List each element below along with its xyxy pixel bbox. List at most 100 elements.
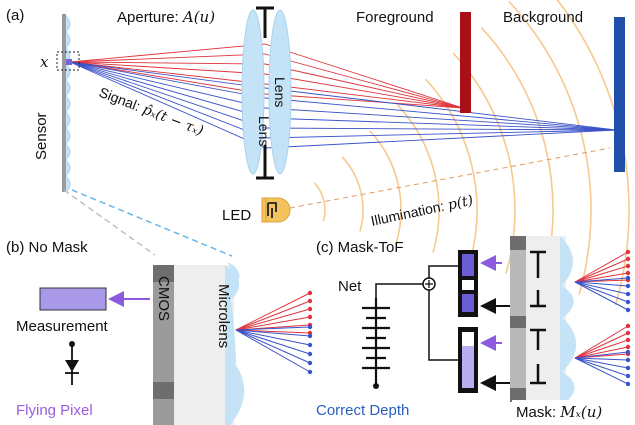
- panel-c-blue-dot: [625, 299, 631, 305]
- blue-ray-to-background: [264, 127, 617, 131]
- panel-c-red-dot: [625, 330, 631, 336]
- panel-c-blue-dot: [625, 381, 631, 387]
- illumination-label: Illumination: p(t): [369, 192, 474, 230]
- mask-tof-sensor-stack: [510, 236, 577, 402]
- microlens-label: Microlens: [215, 284, 232, 348]
- panel-c-blue-ray: [574, 357, 629, 369]
- net-label: Net: [338, 278, 362, 295]
- panel-a-label: (a): [6, 7, 24, 24]
- panel-b-blue-dot: [307, 342, 313, 348]
- panel-b-blue-ray: [235, 326, 311, 331]
- aperture-label: Aperture: A(u): [117, 8, 215, 26]
- measurement-label: Measurement: [16, 318, 109, 335]
- panel-c-blue-ray: [574, 277, 629, 283]
- panel-b-label: (b) No Mask: [6, 239, 88, 256]
- aperture-label-text: Aperture:: [117, 9, 183, 26]
- red-ray-to-foreground: [264, 53, 464, 109]
- red-ray-to-foreground: [264, 63, 464, 109]
- illumination-wave: [341, 156, 364, 232]
- illumination-label-text: Illumination:: [369, 197, 449, 229]
- signal-label: Signal: p̂ₓ(t − τₓ): [97, 84, 206, 139]
- panel-c-red-dot: [625, 337, 631, 343]
- sum-wires: [375, 265, 458, 361]
- aperture-stop: [256, 6, 274, 180]
- blue-ray-to-lens: [69, 61, 266, 129]
- sensor-lenslet: [65, 15, 71, 33]
- panel-b-red-ray: [235, 308, 311, 331]
- foreground-object: [460, 12, 471, 113]
- blue-ray-to-lens: [69, 61, 266, 109]
- sensor-lenslet: [65, 95, 71, 113]
- sum-node: [422, 277, 436, 291]
- illumination-wave: [397, 104, 440, 253]
- foreground-label: Foreground: [356, 9, 434, 26]
- panel-b-blue-ray: [235, 329, 311, 373]
- panel-c-red-dot: [625, 256, 631, 262]
- lens-left-label: Lens: [256, 116, 272, 146]
- red-ray-to-lens: [69, 53, 266, 63]
- aperture-label-math: A(u): [181, 8, 215, 26]
- panel-c-red-dot: [625, 249, 631, 255]
- mask-label-math: Mₓ(u): [559, 403, 602, 421]
- panel-b-blue-dot: [307, 324, 313, 330]
- main-lens: [241, 9, 292, 175]
- panel-b-blue-ray: [235, 329, 311, 355]
- panel-b-red-ray: [235, 316, 311, 331]
- panel-b-blue-dot: [307, 333, 313, 339]
- panel-b-blue-dot: [307, 369, 313, 375]
- blue-ray-to-background: [264, 87, 617, 131]
- panel-c-blue-dot: [625, 291, 631, 297]
- illumination-wave: [424, 78, 478, 264]
- panel-c-blue-ray: [574, 357, 629, 361]
- blue-ray-to-background: [264, 117, 617, 131]
- panel-c-rays: [574, 249, 631, 387]
- sensor-lenslet: [65, 63, 71, 81]
- sensor: [56, 14, 80, 193]
- cmos-stack: [153, 262, 245, 425]
- lens-right-label: Lens: [272, 77, 288, 107]
- red-ray-to-lens: [69, 43, 266, 63]
- mask-label-text: Mask:: [516, 404, 560, 421]
- panel-c-red-ray: [574, 272, 629, 283]
- panel-b-blue-dot: [307, 360, 313, 366]
- panel-c-blue-ray: [574, 357, 629, 377]
- pixel-label: x: [40, 53, 49, 71]
- panel-b-red-ray: [235, 300, 311, 331]
- panel-b-red-ray: [235, 292, 311, 331]
- background-object: [614, 17, 625, 172]
- sensor-lenslet: [65, 79, 71, 97]
- background-label: Background: [503, 9, 583, 26]
- illumination-label-math: p(t): [446, 193, 474, 214]
- panel-b-blue-ray: [235, 329, 311, 346]
- sensor-lenslet: [65, 143, 71, 161]
- panel-b-red-dot: [307, 306, 313, 312]
- blue-ray-to-lens: [69, 61, 266, 149]
- panel-c-blue-ray: [574, 281, 629, 295]
- panel-c-blue-ray: [574, 281, 629, 303]
- zoom-link-gray: [63, 189, 156, 256]
- panel-c-red-ray: [574, 258, 629, 283]
- mask-pixel-upper: [458, 250, 478, 317]
- blue-ray-to-lens: [69, 61, 266, 99]
- sensor-label: Sensor: [33, 112, 50, 160]
- red-ray-to-foreground: [264, 93, 464, 109]
- blue-ray-to-lens: [69, 61, 266, 139]
- sensor-lenslet: [65, 175, 71, 193]
- red-ray-to-foreground: [264, 73, 464, 109]
- illumination-wave: [313, 182, 326, 222]
- correct-depth-label: Correct Depth: [316, 402, 409, 419]
- led-icon: [261, 197, 291, 223]
- cmos-label: CMOS: [155, 276, 172, 321]
- panel-c-blue-dot: [625, 365, 631, 371]
- signal-rays: [69, 43, 617, 149]
- readout-symbol: [65, 341, 79, 385]
- panel-c-label: (c) Mask-ToF: [316, 239, 404, 256]
- red-ray-to-lens: [69, 61, 266, 75]
- red-ray-to-lens: [69, 61, 266, 95]
- panel-c-blue-ray: [574, 357, 629, 385]
- blue-ray-to-background: [264, 129, 617, 149]
- panel-b-red-dot: [307, 298, 313, 304]
- panel-c-blue-dot: [625, 307, 631, 313]
- panel-c-red-ray: [574, 325, 629, 359]
